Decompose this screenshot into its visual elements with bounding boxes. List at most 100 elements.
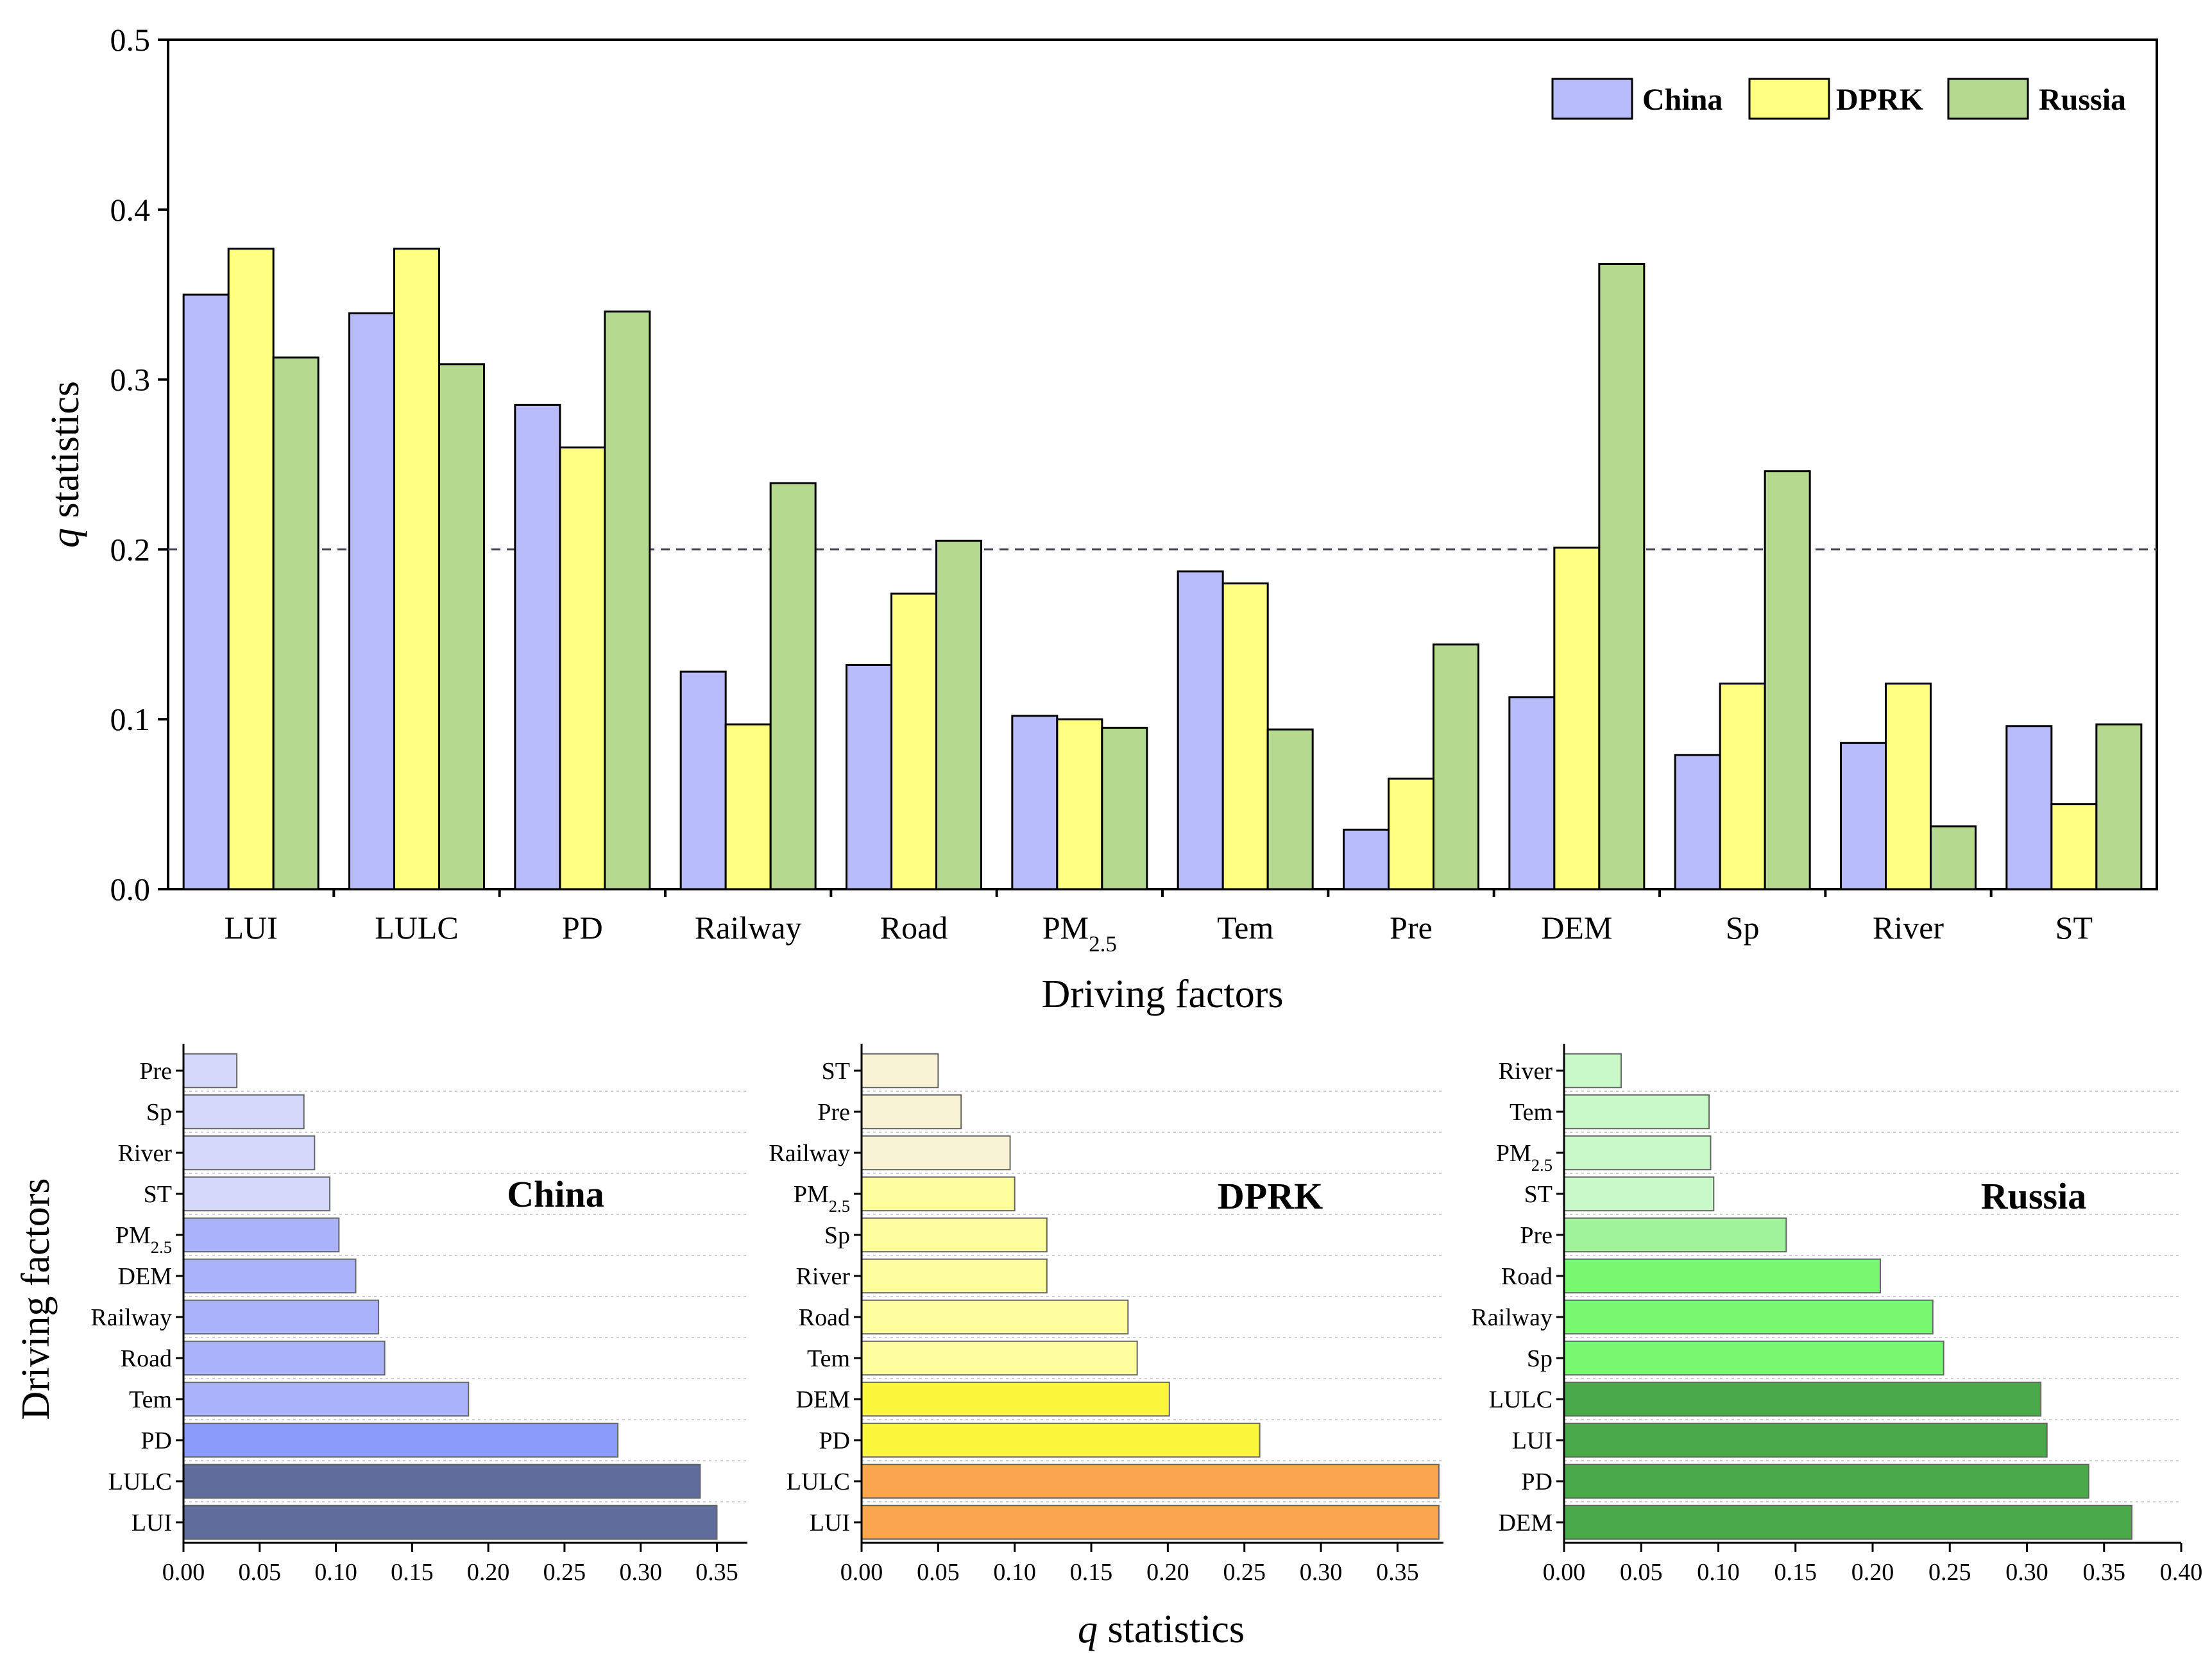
bar-dprk-road — [890, 592, 937, 890]
hbar-russia-river — [1563, 1053, 1622, 1089]
x-tick-label: 0.05 — [917, 1559, 960, 1586]
hbar-dprk-railway — [861, 1135, 1011, 1171]
hbar-china-road — [183, 1340, 386, 1376]
bar-dprk-pm25 — [1056, 718, 1103, 890]
bar-russia-lulc — [438, 363, 485, 890]
y-axis-title: q statistics — [44, 381, 87, 548]
bottom-x-axis-title: q statistics — [1078, 1608, 1245, 1651]
hbar-russia-road — [1563, 1258, 1882, 1294]
hbar-dprk-pm25 — [861, 1176, 1016, 1212]
hbar-russia-st — [1563, 1176, 1715, 1212]
y-category-label: PD — [140, 1427, 172, 1454]
bar-russia-lui — [272, 356, 319, 890]
hbar-dprk-pd — [861, 1422, 1261, 1458]
hbar-china-tem — [183, 1381, 470, 1417]
y-category-label: ST — [822, 1058, 850, 1085]
y-tick-label: 0.0 — [110, 871, 151, 907]
x-tick-label: 0.35 — [695, 1559, 738, 1586]
x-tick-label: 0.00 — [840, 1559, 883, 1586]
bottom-shared-axis-labels: Driving factors q statistics — [14, 1178, 1245, 1651]
hbar-dprk-st — [861, 1053, 939, 1089]
y-category-label: LULC — [108, 1468, 172, 1495]
x-tick-label: 0.20 — [1851, 1559, 1894, 1586]
hbar-dprk-river — [861, 1258, 1048, 1294]
panel-title: Russia — [1981, 1175, 2086, 1217]
y-category-label: LULC — [787, 1468, 850, 1495]
y-category-label: PD — [819, 1427, 850, 1454]
y-category-label: PD — [1521, 1468, 1553, 1495]
hbar-dprk-dem — [861, 1381, 1170, 1417]
y-category-label: Tem — [1510, 1099, 1553, 1126]
x-tick-label: 0.05 — [239, 1559, 282, 1586]
hbar-russia-pre — [1563, 1217, 1787, 1253]
hbar-china-st — [183, 1176, 331, 1212]
x-tick-label: 0.25 — [1223, 1559, 1266, 1586]
y-category-label: Pre — [817, 1099, 850, 1126]
bar-dprk-railway — [724, 723, 772, 890]
bar-china-railway — [679, 670, 727, 890]
hbar-russia-dem — [1563, 1504, 2133, 1540]
hbar-dprk-sp — [861, 1217, 1048, 1253]
x-tick-label: 0.35 — [2083, 1559, 2126, 1586]
bar-russia-railway — [769, 482, 817, 890]
y-category-label: Sp — [824, 1222, 850, 1249]
hbar-china-pm25 — [183, 1217, 340, 1253]
legend-swatch-china — [1551, 78, 1633, 120]
legend-label-dprk: DPRK — [1836, 83, 1923, 117]
bar-dprk-pre — [1388, 778, 1434, 890]
y-category-label: Road — [121, 1345, 172, 1372]
y-category-label: Pre — [139, 1058, 172, 1085]
bar-china-pm25 — [1011, 715, 1059, 890]
legend-label-china: China — [1642, 83, 1723, 117]
y-category-label: Railway — [90, 1304, 172, 1331]
dprk-horizontal-bar-chart: ST Pre Railway PM2.5 Sp River Road Tem DEM PD LULC… — [769, 1044, 1443, 1586]
bar-russia-pd — [604, 310, 651, 890]
x-category-label: Road — [880, 910, 948, 946]
y-category-label: DEM — [118, 1263, 172, 1290]
bar-china-lui — [182, 293, 230, 890]
y-category-label: Sp — [146, 1099, 172, 1126]
y-category-label: LUI — [810, 1509, 850, 1536]
bar-dprk-river — [1885, 683, 1932, 890]
x-category-label: ST — [2055, 910, 2093, 946]
bar-russia-tem — [1266, 728, 1314, 890]
hbar-china-river — [183, 1135, 316, 1171]
bar-dprk-st — [2050, 803, 2098, 890]
y-category-label: Railway — [1471, 1304, 1553, 1331]
y-tick-label: 0.5 — [110, 22, 151, 58]
x-category-label: LULC — [375, 910, 459, 946]
y-tick-label: 0.2 — [110, 531, 151, 567]
y-category-label: Tem — [129, 1386, 172, 1413]
y-category-label: LUI — [1512, 1427, 1553, 1454]
y-tick-label: 0.3 — [110, 362, 151, 398]
hbar-russia-tem — [1563, 1094, 1710, 1130]
y-category-label: Road — [1501, 1263, 1553, 1290]
x-tick-label: 0.40 — [2160, 1559, 2203, 1586]
y-category-label: DEM — [1499, 1509, 1553, 1536]
x-axis-title: Driving factors — [1041, 973, 1283, 1016]
hbar-china-railway — [183, 1299, 380, 1335]
x-tick-label: 0.30 — [1300, 1559, 1343, 1586]
hbar-china-pre — [183, 1053, 238, 1089]
panel-title: DPRK — [1218, 1175, 1323, 1217]
bar-china-dem — [1508, 696, 1556, 890]
bar-dprk-tem — [1221, 582, 1269, 890]
y-category-label: River — [796, 1263, 851, 1290]
hbar-china-sp — [183, 1094, 305, 1130]
bar-china-lulc — [348, 312, 395, 890]
y-tick-label: 0.4 — [110, 192, 151, 228]
hbar-dprk-lui — [861, 1504, 1440, 1540]
y-category-label: Road — [799, 1304, 850, 1331]
x-tick-label: 0.25 — [1928, 1559, 1971, 1586]
x-category-label: LUI — [225, 910, 278, 946]
bar-china-st — [2005, 725, 2053, 890]
x-category-label: PM2.5 — [1042, 910, 1117, 956]
main-grouped-bar-chart: 0.0 0.1 0.2 0.3 0.4 0.5 LUI LULC PD Railway Road PM… — [44, 22, 2158, 1016]
y-category-label: River — [118, 1140, 173, 1167]
hbar-dprk-lulc — [861, 1463, 1440, 1499]
x-tick-label: 0.30 — [2005, 1559, 2048, 1586]
x-tick-label: 0.20 — [1146, 1559, 1189, 1586]
bottom-y-axis-title: Driving factors — [14, 1178, 58, 1420]
y-category-label: PM2.5 — [794, 1181, 850, 1216]
x-tick-label: 0.15 — [1070, 1559, 1113, 1586]
